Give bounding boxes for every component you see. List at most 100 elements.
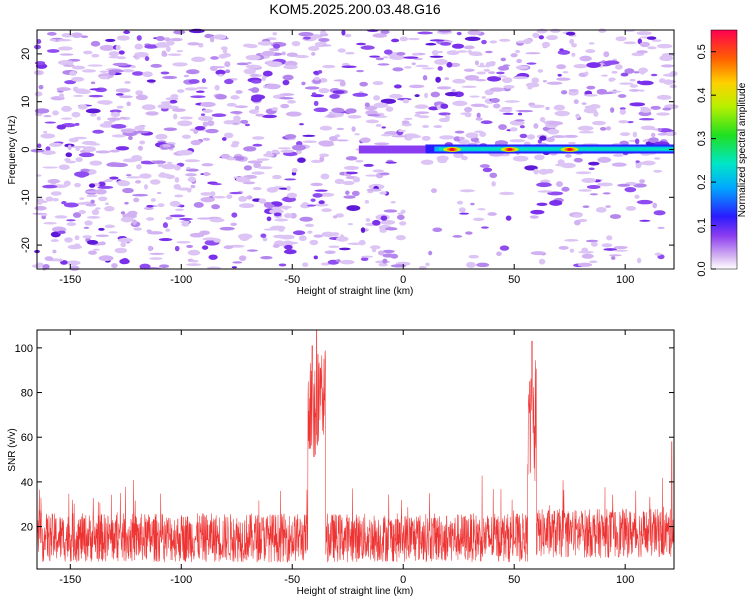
spectrogram-cell — [200, 192, 213, 196]
spectrogram-cell — [564, 153, 572, 158]
spectrogram-cell — [468, 254, 480, 259]
spectrogram-cell — [341, 29, 346, 36]
spectrogram-cell — [239, 235, 250, 241]
spectrogram-cell — [143, 206, 154, 210]
spectrogram-cell — [273, 234, 288, 239]
spectrogram-cell — [390, 264, 407, 268]
spectrogram-cell — [164, 37, 171, 42]
spectrogram-cell — [127, 210, 138, 216]
spectrogram-cell — [144, 44, 158, 49]
spectrogram-cell — [229, 120, 243, 124]
spectrogram-cell — [402, 98, 410, 104]
spectrogram-cell — [309, 239, 319, 246]
spectrogram-cell — [217, 73, 224, 77]
spectrogram-cell — [333, 215, 338, 219]
spectrogram-cell — [531, 77, 540, 84]
spectrogram-cell — [111, 134, 126, 138]
spectrogram-cell — [453, 152, 464, 159]
spectrogram-cell — [92, 129, 104, 134]
spectrogram-cell — [392, 67, 404, 72]
spectrogram-cell — [533, 168, 539, 175]
spectrogram-cell — [263, 228, 277, 231]
spectrogram-cell — [212, 196, 226, 199]
spectrogram-cell — [539, 116, 546, 123]
spectrogram-cell — [475, 79, 487, 82]
spectrogram-cell — [104, 202, 110, 206]
spectrogram-cell — [213, 34, 227, 40]
spectrogram-cell — [476, 262, 490, 268]
spectrogram-cell — [343, 165, 360, 170]
spectrogram-cell — [210, 56, 219, 60]
spectrogram-cell — [185, 159, 201, 162]
spectrogram-cell — [42, 184, 58, 189]
spectrogram-cell — [503, 84, 515, 89]
spectrogram-cell — [104, 224, 116, 229]
spectrogram-cell — [411, 62, 416, 66]
spectrogram-cell — [608, 254, 622, 257]
spectrogram-cell — [489, 87, 505, 92]
spectrogram-cell — [415, 64, 429, 68]
spectrogram-cell — [537, 190, 554, 193]
spectrogram-cell — [465, 132, 479, 139]
spectrogram-cell — [291, 41, 301, 47]
spectrogram-cell — [150, 63, 163, 68]
spectrogram-cell — [120, 128, 136, 134]
spectrogram-cell — [133, 197, 140, 203]
spectrogram-cell — [233, 176, 239, 179]
spectrogram-cell — [336, 127, 345, 131]
spectrogram-cell — [246, 195, 253, 200]
spectrogram-cell — [540, 179, 551, 184]
snr-y-label: SNR (v/v) — [7, 428, 18, 471]
spectrogram-cell — [295, 149, 303, 155]
spectrogram-cell — [112, 62, 129, 67]
spectrogram-cell — [142, 71, 153, 78]
spectrogram-cell — [498, 124, 507, 130]
spectrogram-cell — [345, 190, 350, 195]
snr-y-ticks: 20 40 60 80 100 — [15, 343, 674, 534]
signal-band-peak — [507, 148, 513, 151]
spectrogram-cell — [256, 158, 270, 161]
spectrogram-cell — [41, 150, 56, 155]
spectrogram-cell — [563, 134, 578, 138]
spectrogram-cell — [639, 89, 645, 92]
spectrogram-cell — [510, 53, 518, 58]
spectrogram-cell — [496, 71, 505, 75]
spectrogram-cell — [373, 95, 381, 101]
spectrogram-cell — [186, 244, 194, 248]
spectrogram-cell — [215, 94, 227, 100]
spectrogram-cell — [135, 94, 148, 101]
spectrogram-cell — [320, 173, 330, 180]
spectrogram-cell — [629, 89, 641, 92]
spectrogram-cell — [313, 100, 319, 107]
spectrogram-cell — [498, 108, 513, 113]
spectrogram-cell — [99, 75, 109, 80]
spectrogram-cell — [372, 169, 385, 173]
spectrogram-cell — [118, 50, 125, 55]
spectrogram-cell — [650, 105, 661, 110]
spectrogram-cell — [63, 180, 71, 187]
spectrogram-cell — [583, 107, 597, 114]
spectrogram-cell — [283, 206, 289, 211]
x-tick-label: 100 — [616, 274, 634, 286]
spectrogram-cell — [601, 74, 609, 77]
spectrogram-cell — [162, 222, 169, 229]
spectrogram-cell — [165, 216, 173, 220]
spectrogram-cell — [322, 44, 332, 47]
spectrogram-cell — [557, 50, 571, 55]
spectrogram-cell — [425, 262, 430, 267]
spectrogram-cell — [124, 201, 129, 205]
spectrogram-cell — [116, 56, 127, 60]
spectrogram-cell — [379, 191, 387, 195]
spectrogram-cell — [321, 231, 335, 238]
spectrogram-cell — [369, 55, 380, 58]
signal-band-segment — [438, 147, 674, 151]
spectrogram-cell — [500, 57, 507, 62]
spectrogram-cell — [319, 125, 333, 131]
spectrogram-cell — [107, 117, 122, 121]
spectrogram-cell — [116, 105, 124, 109]
spectrogram-cell — [310, 182, 323, 187]
spectrogram-cell — [67, 144, 72, 150]
spectrogram-cell — [190, 184, 196, 189]
spectrogram-cell — [575, 171, 592, 175]
spectrogram-cell — [313, 107, 328, 113]
